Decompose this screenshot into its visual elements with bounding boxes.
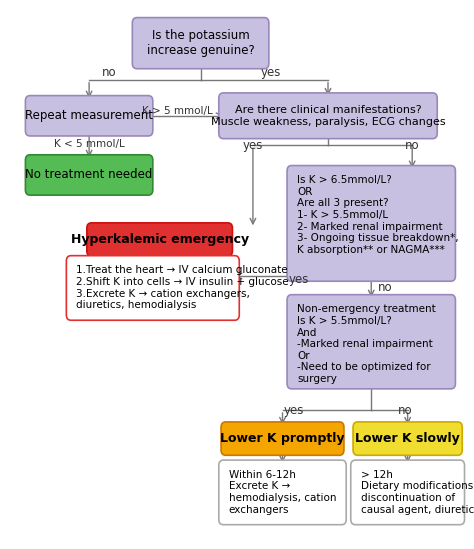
Text: no: no xyxy=(405,139,419,152)
FancyBboxPatch shape xyxy=(66,256,239,320)
Text: > 12h
Dietary modifications,
discontinuation of
causal agent, diuretics: > 12h Dietary modifications, discontinua… xyxy=(361,470,474,514)
Text: Lower K promptly: Lower K promptly xyxy=(220,432,345,445)
Text: 1.Treat the heart → IV calcium gluconate
2.Shift K into cells → IV insulin + glu: 1.Treat the heart → IV calcium gluconate… xyxy=(76,265,289,310)
FancyBboxPatch shape xyxy=(26,96,153,136)
FancyBboxPatch shape xyxy=(87,223,232,256)
Text: no: no xyxy=(378,282,392,294)
Text: yes: yes xyxy=(243,139,263,152)
Text: no: no xyxy=(398,404,413,417)
Text: yes: yes xyxy=(288,273,309,287)
Text: no: no xyxy=(102,66,117,79)
Text: Is the potassium
increase genuine?: Is the potassium increase genuine? xyxy=(147,29,255,57)
FancyBboxPatch shape xyxy=(287,166,456,281)
FancyBboxPatch shape xyxy=(351,460,465,525)
FancyBboxPatch shape xyxy=(219,460,346,525)
Text: K > 5 mmol/L: K > 5 mmol/L xyxy=(143,107,213,116)
FancyBboxPatch shape xyxy=(132,18,269,69)
Text: Lower K slowly: Lower K slowly xyxy=(356,432,460,445)
FancyBboxPatch shape xyxy=(219,93,437,139)
Text: K < 5 mmol/L: K < 5 mmol/L xyxy=(54,139,125,149)
Text: yes: yes xyxy=(284,404,304,417)
Text: Hyperkalemic emergency: Hyperkalemic emergency xyxy=(71,233,249,246)
Text: Non-emergency treatment
Is K > 5.5mmol/L?
And
-Marked renal impairment
Or
-Need : Non-emergency treatment Is K > 5.5mmol/L… xyxy=(297,304,436,384)
Text: Are there clinical manifestations?
Muscle weakness, paralysis, ECG changes: Are there clinical manifestations? Muscl… xyxy=(211,105,445,127)
Text: Within 6-12h
Excrete K →
hemodialysis, cation
exchangers: Within 6-12h Excrete K → hemodialysis, c… xyxy=(229,470,337,514)
Text: No treatment needed: No treatment needed xyxy=(26,169,153,182)
FancyBboxPatch shape xyxy=(287,295,456,389)
FancyBboxPatch shape xyxy=(353,422,462,455)
FancyBboxPatch shape xyxy=(221,422,344,455)
Text: yes: yes xyxy=(261,66,281,79)
FancyBboxPatch shape xyxy=(26,155,153,195)
Text: Repeat measurement: Repeat measurement xyxy=(25,109,153,122)
Text: Is K > 6.5mmol/L?
OR
Are all 3 present?
1- K > 5.5mmol/L
2- Marked renal impairm: Is K > 6.5mmol/L? OR Are all 3 present? … xyxy=(297,175,459,255)
